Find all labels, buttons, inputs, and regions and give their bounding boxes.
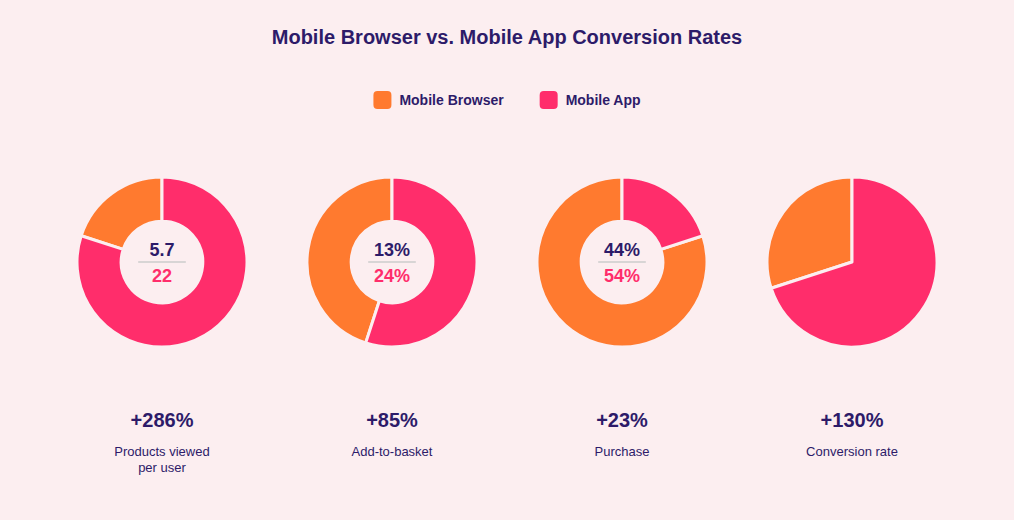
center-label: 24% — [374, 266, 410, 286]
chart-pie: +130% Conversion rate — [767, 177, 937, 459]
legend-label: Mobile Browser — [399, 92, 504, 108]
legend-swatch — [540, 91, 558, 109]
center-label: 5.7 — [149, 240, 174, 260]
chart-donut: 13% 24% +85% Add-to-basket — [307, 177, 477, 459]
legend: Mobile Browser Mobile App — [373, 91, 640, 109]
chart-subtitle: Products viewedper user — [114, 444, 209, 475]
chart-title: +130% — [821, 409, 884, 431]
background — [0, 0, 1014, 520]
divider — [138, 261, 186, 263]
center-label: 13% — [374, 240, 410, 260]
center-label: 22 — [152, 266, 172, 286]
legend-swatch — [373, 91, 391, 109]
chart-title: +23% — [596, 409, 648, 431]
center-label: 54% — [604, 266, 640, 286]
legend-label: Mobile App — [566, 92, 641, 108]
slice — [537, 177, 707, 347]
chart: Mobile Browser vs. Mobile App Conversion… — [0, 0, 1014, 520]
center-label: 44% — [604, 240, 640, 260]
chart-title: +286% — [131, 409, 194, 431]
slice — [771, 177, 937, 347]
chart-donut: 44% 54% +23% Purchase — [537, 177, 707, 459]
title: Mobile Browser vs. Mobile App Conversion… — [272, 26, 742, 48]
chart-title: +85% — [366, 409, 418, 431]
chart-donut: 5.7 22 +286% Products viewedper user — [77, 177, 247, 475]
chart-subtitle: Purchase — [595, 444, 650, 459]
chart-subtitle: Conversion rate — [806, 444, 898, 459]
slice — [77, 177, 247, 347]
slice — [622, 177, 703, 249]
divider — [368, 261, 416, 263]
slice — [366, 177, 477, 347]
divider — [598, 261, 646, 263]
chart-subtitle: Add-to-basket — [352, 444, 433, 459]
